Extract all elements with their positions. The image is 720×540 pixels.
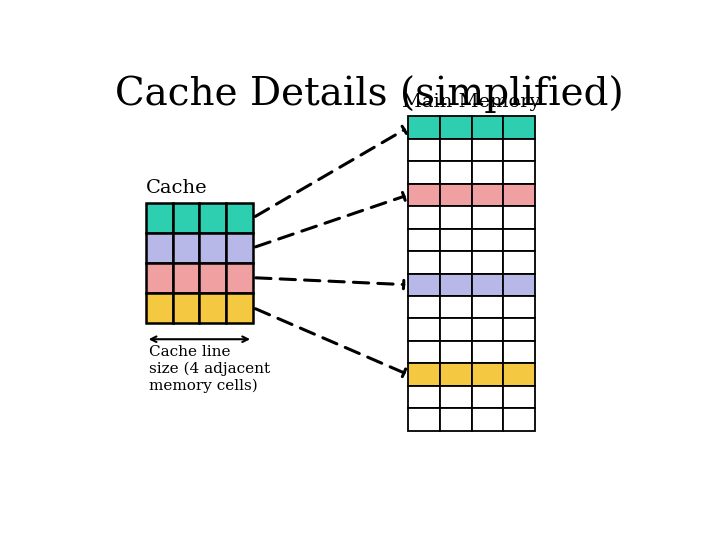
Bar — [408, 274, 440, 296]
Bar — [408, 116, 440, 139]
Bar — [472, 184, 503, 206]
Bar — [226, 263, 253, 293]
Bar — [503, 206, 535, 228]
Bar — [408, 206, 440, 228]
Bar — [408, 184, 440, 206]
Bar — [145, 203, 173, 233]
Bar — [503, 228, 535, 251]
Bar — [173, 203, 199, 233]
Bar — [408, 408, 440, 431]
Bar — [440, 251, 472, 274]
Bar — [503, 251, 535, 274]
Bar — [472, 139, 503, 161]
Bar — [503, 386, 535, 408]
Text: Cache Details (simplified): Cache Details (simplified) — [114, 75, 624, 113]
Bar — [226, 233, 253, 263]
Bar — [408, 386, 440, 408]
Bar — [472, 116, 503, 139]
Bar — [173, 293, 199, 322]
Bar — [472, 274, 503, 296]
Bar — [440, 274, 472, 296]
Bar — [440, 228, 472, 251]
Bar — [440, 161, 472, 184]
Bar — [440, 139, 472, 161]
Bar — [408, 296, 440, 319]
Bar — [503, 274, 535, 296]
Bar — [472, 363, 503, 386]
Bar — [503, 161, 535, 184]
Bar — [503, 408, 535, 431]
Bar — [472, 161, 503, 184]
Bar — [440, 341, 472, 363]
Bar — [408, 341, 440, 363]
Bar — [199, 233, 226, 263]
Bar — [145, 293, 173, 322]
Bar — [408, 363, 440, 386]
Bar — [440, 408, 472, 431]
Bar — [440, 296, 472, 319]
Bar — [199, 263, 226, 293]
Bar — [503, 363, 535, 386]
Bar — [503, 341, 535, 363]
Bar — [145, 263, 173, 293]
Bar — [503, 319, 535, 341]
Bar — [440, 116, 472, 139]
Bar — [173, 263, 199, 293]
Bar — [408, 251, 440, 274]
Text: Main Memory: Main Memory — [402, 93, 541, 111]
Bar — [472, 251, 503, 274]
Bar — [408, 319, 440, 341]
Bar — [503, 296, 535, 319]
Bar — [440, 184, 472, 206]
Bar — [408, 139, 440, 161]
Bar — [472, 341, 503, 363]
Bar — [440, 319, 472, 341]
Bar — [472, 206, 503, 228]
Bar — [408, 228, 440, 251]
Bar — [408, 161, 440, 184]
Bar — [503, 184, 535, 206]
Bar — [173, 233, 199, 263]
Bar — [472, 386, 503, 408]
Bar — [472, 319, 503, 341]
Bar — [472, 296, 503, 319]
Bar — [472, 408, 503, 431]
Bar — [503, 139, 535, 161]
Bar — [226, 203, 253, 233]
Bar — [145, 233, 173, 263]
Bar — [226, 293, 253, 322]
Text: Cache line
size (4 adjacent
memory cells): Cache line size (4 adjacent memory cells… — [148, 346, 270, 393]
Text: Cache: Cache — [145, 179, 207, 198]
Bar — [440, 363, 472, 386]
Bar — [503, 116, 535, 139]
Bar — [440, 206, 472, 228]
Bar — [472, 228, 503, 251]
Bar — [199, 293, 226, 322]
Bar — [199, 203, 226, 233]
Bar — [440, 386, 472, 408]
